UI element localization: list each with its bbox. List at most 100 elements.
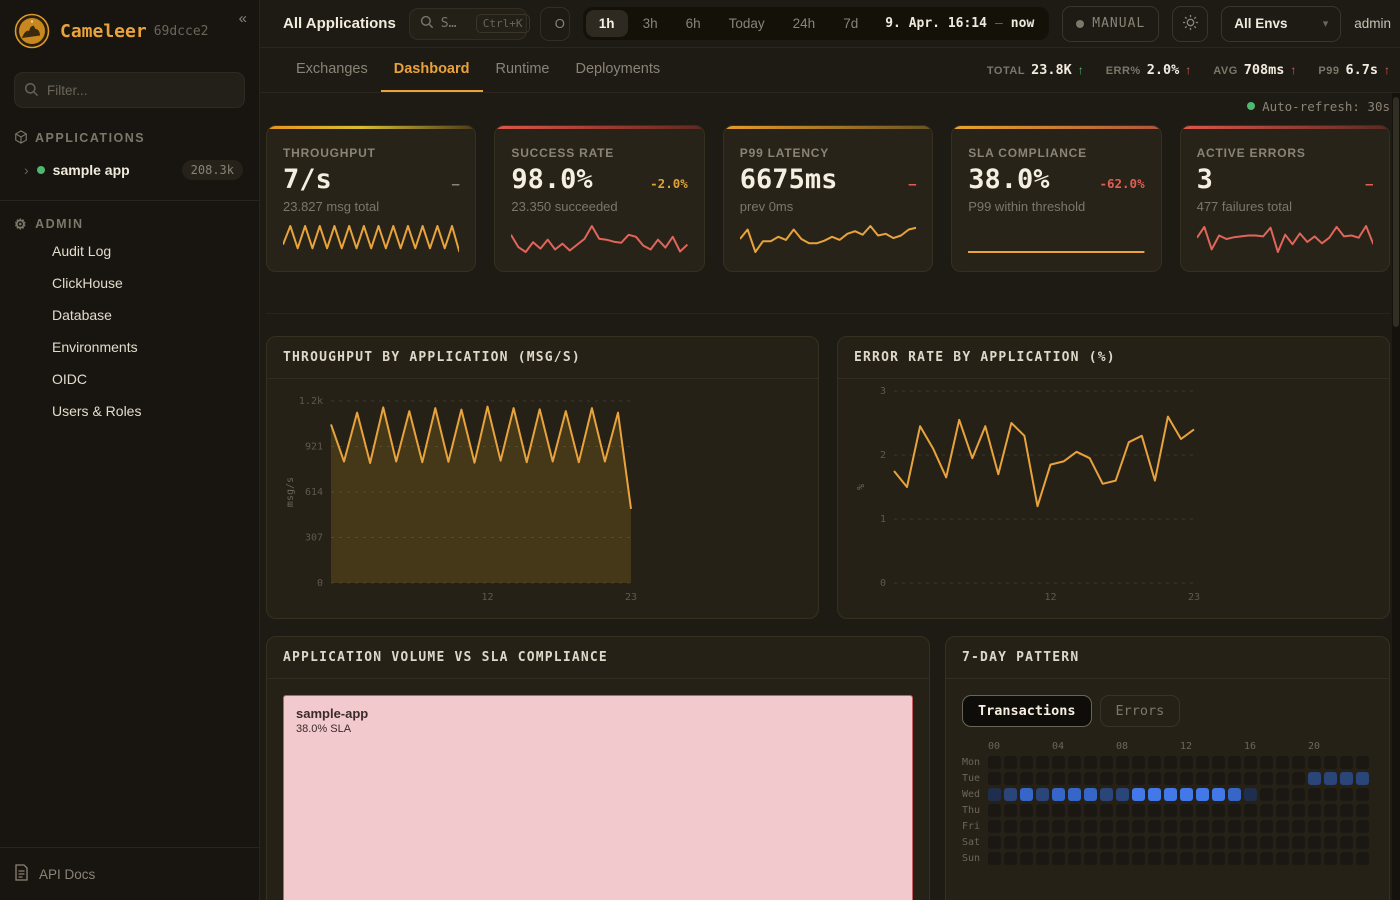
heatmap-cell[interactable] — [1148, 756, 1161, 769]
heatmap-cell[interactable] — [1164, 820, 1177, 833]
search-input[interactable] — [441, 16, 469, 31]
heatmap-cell[interactable] — [1212, 836, 1225, 849]
heatmap-cell[interactable] — [1052, 772, 1065, 785]
heatmap-cell[interactable] — [1356, 820, 1369, 833]
time-range-1h[interactable]: 1h — [586, 10, 628, 37]
heatmap-cell[interactable] — [1308, 756, 1321, 769]
heatmap-cell[interactable] — [1116, 756, 1129, 769]
heatmap-cell[interactable] — [1036, 772, 1049, 785]
heatmap-cell[interactable] — [1100, 756, 1113, 769]
heatmap-cell[interactable] — [1308, 788, 1321, 801]
heatmap-cell[interactable] — [988, 788, 1001, 801]
heatmap-cell[interactable] — [1132, 836, 1145, 849]
time-range-3h[interactable]: 3h — [630, 10, 671, 37]
heatmap-cell[interactable] — [1308, 804, 1321, 817]
heatmap-cell[interactable] — [988, 756, 1001, 769]
heatmap-cell[interactable] — [1148, 836, 1161, 849]
heatmap-cell[interactable] — [1180, 852, 1193, 865]
time-range-today[interactable]: Today — [716, 10, 778, 37]
heatmap-cell[interactable] — [988, 852, 1001, 865]
heatmap-cell[interactable] — [1116, 788, 1129, 801]
heatmap-cell[interactable] — [1004, 852, 1017, 865]
heatmap-cell[interactable] — [1308, 852, 1321, 865]
heatmap-cell[interactable] — [1132, 756, 1145, 769]
heatmap-cell[interactable] — [1164, 804, 1177, 817]
heatmap-cell[interactable] — [1228, 756, 1241, 769]
heatmap-cell[interactable] — [1020, 756, 1033, 769]
heatmap-cell[interactable] — [988, 772, 1001, 785]
heatmap-cell[interactable] — [1260, 788, 1273, 801]
heatmap-cell[interactable] — [1276, 756, 1289, 769]
heatmap-cell[interactable] — [1148, 820, 1161, 833]
heatmap-cell[interactable] — [1052, 804, 1065, 817]
heatmap-cell[interactable] — [1292, 772, 1305, 785]
heatmap-cell[interactable] — [1356, 772, 1369, 785]
heatmap-cell[interactable] — [1292, 852, 1305, 865]
heatmap-cell[interactable] — [1116, 820, 1129, 833]
heatmap-cell[interactable] — [1068, 836, 1081, 849]
heatmap-cell[interactable] — [1340, 788, 1353, 801]
heatmap-cell[interactable] — [1308, 772, 1321, 785]
heatmap-cell[interactable] — [1196, 756, 1209, 769]
heatmap-cell[interactable] — [1020, 820, 1033, 833]
heatmap-cell[interactable] — [1100, 804, 1113, 817]
scrollbar-thumb[interactable] — [1393, 97, 1399, 327]
heatmap-cell[interactable] — [1196, 804, 1209, 817]
heatmap-cell[interactable] — [1180, 772, 1193, 785]
heatmap-cell[interactable] — [1212, 820, 1225, 833]
sidebar-item-users-roles[interactable]: Users & Roles — [52, 395, 245, 427]
environment-select[interactable]: All Envs ▾ — [1221, 6, 1341, 42]
heatmap-cell[interactable] — [1212, 804, 1225, 817]
sidebar-item-clickhouse[interactable]: ClickHouse — [52, 267, 245, 299]
heatmap-cell[interactable] — [1084, 756, 1097, 769]
heatmap-cell[interactable] — [1132, 804, 1145, 817]
sidebar-item-oidc[interactable]: OIDC — [52, 363, 245, 395]
heatmap-cell[interactable] — [1004, 836, 1017, 849]
heatmap-cell[interactable] — [1164, 836, 1177, 849]
tab-exchanges[interactable]: Exchanges — [283, 48, 381, 92]
heatmap-cell[interactable] — [1244, 820, 1257, 833]
heatmap-cell[interactable] — [1340, 852, 1353, 865]
heatmap-cell[interactable] — [1212, 788, 1225, 801]
heatmap-cell[interactable] — [1196, 852, 1209, 865]
heatmap-cell[interactable] — [1100, 820, 1113, 833]
heatmap-cell[interactable] — [1020, 788, 1033, 801]
heatmap-cell[interactable] — [1292, 788, 1305, 801]
heatmap-cell[interactable] — [1004, 804, 1017, 817]
connection-status-chip[interactable]: O — [540, 7, 570, 41]
heatmap-cell[interactable] — [1116, 772, 1129, 785]
heatmap-cell[interactable] — [1228, 772, 1241, 785]
heatmap-cell[interactable] — [1196, 772, 1209, 785]
heatmap-cell[interactable] — [1148, 788, 1161, 801]
heatmap-cell[interactable] — [1260, 756, 1273, 769]
vertical-scrollbar[interactable] — [1392, 93, 1400, 900]
heatmap-cell[interactable] — [1004, 788, 1017, 801]
heatmap-cell[interactable] — [1228, 852, 1241, 865]
heatmap-cell[interactable] — [1116, 836, 1129, 849]
heatmap-cell[interactable] — [1068, 820, 1081, 833]
heatmap-cell[interactable] — [1244, 836, 1257, 849]
heatmap-cell[interactable] — [1276, 852, 1289, 865]
heatmap-cell[interactable] — [1020, 836, 1033, 849]
heatmap-cell[interactable] — [1180, 820, 1193, 833]
heatmap-cell[interactable] — [1260, 820, 1273, 833]
heatmap-cell[interactable] — [1260, 804, 1273, 817]
heatmap-cell[interactable] — [1132, 788, 1145, 801]
heatmap-cell[interactable] — [1100, 788, 1113, 801]
heatmap-cell[interactable] — [1100, 836, 1113, 849]
heatmap-cell[interactable] — [1356, 804, 1369, 817]
heatmap-cell[interactable] — [1100, 852, 1113, 865]
heatmap-cell[interactable] — [1004, 756, 1017, 769]
heatmap-cell[interactable] — [1276, 820, 1289, 833]
heatmap-cell[interactable] — [1052, 788, 1065, 801]
heatmap-cell[interactable] — [1276, 804, 1289, 817]
heatmap-cell[interactable] — [1036, 788, 1049, 801]
heatmap-cell[interactable] — [1276, 836, 1289, 849]
heatmap-cell[interactable] — [1036, 836, 1049, 849]
heatmap-cell[interactable] — [1020, 772, 1033, 785]
heatmap-cell[interactable] — [1196, 788, 1209, 801]
heatmap-cell[interactable] — [1180, 788, 1193, 801]
heatmap-cell[interactable] — [1244, 772, 1257, 785]
heatmap-cell[interactable] — [1340, 772, 1353, 785]
treemap-cell-sample-app[interactable]: sample-app 38.0% SLA — [283, 695, 913, 900]
